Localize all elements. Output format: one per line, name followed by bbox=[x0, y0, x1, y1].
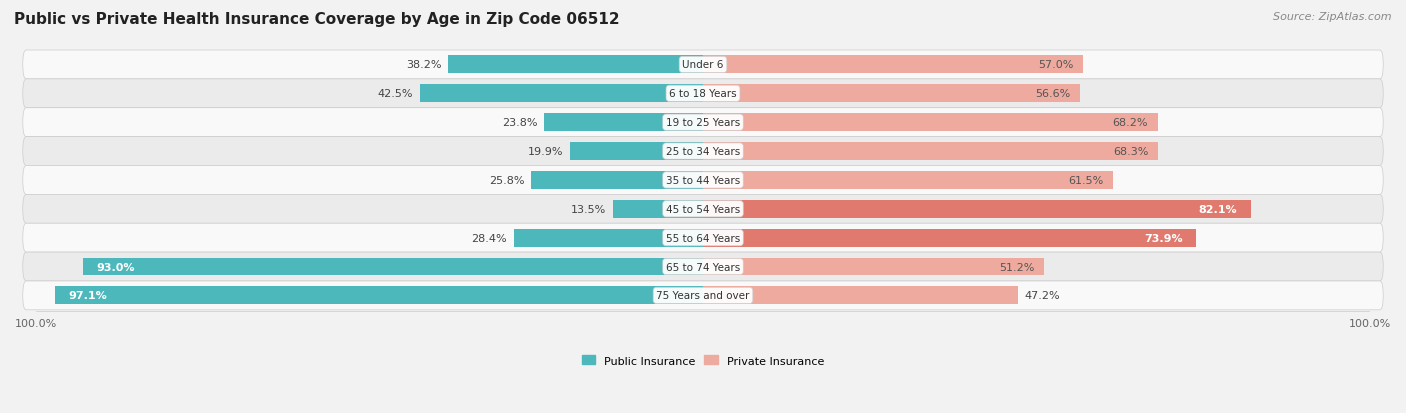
Text: 82.1%: 82.1% bbox=[1198, 204, 1237, 214]
Bar bbox=[703, 287, 1018, 305]
Bar bbox=[703, 171, 1114, 190]
Bar bbox=[83, 258, 703, 276]
Bar bbox=[531, 171, 703, 190]
Text: 57.0%: 57.0% bbox=[1038, 60, 1073, 70]
Bar bbox=[613, 200, 703, 218]
Text: 25 to 34 Years: 25 to 34 Years bbox=[666, 147, 740, 157]
Bar bbox=[703, 229, 1197, 247]
Text: 97.1%: 97.1% bbox=[69, 291, 107, 301]
FancyBboxPatch shape bbox=[22, 51, 1384, 80]
FancyBboxPatch shape bbox=[22, 80, 1384, 109]
Text: 61.5%: 61.5% bbox=[1069, 176, 1104, 185]
Text: 19 to 25 Years: 19 to 25 Years bbox=[666, 118, 740, 128]
Text: Under 6: Under 6 bbox=[682, 60, 724, 70]
Text: Public vs Private Health Insurance Coverage by Age in Zip Code 06512: Public vs Private Health Insurance Cover… bbox=[14, 12, 620, 27]
FancyBboxPatch shape bbox=[22, 252, 1384, 281]
FancyBboxPatch shape bbox=[22, 195, 1384, 224]
Text: 25.8%: 25.8% bbox=[489, 176, 524, 185]
Text: 19.9%: 19.9% bbox=[529, 147, 564, 157]
Text: 38.2%: 38.2% bbox=[406, 60, 441, 70]
Text: 75 Years and over: 75 Years and over bbox=[657, 291, 749, 301]
Bar bbox=[449, 56, 703, 74]
Text: 73.9%: 73.9% bbox=[1144, 233, 1182, 243]
Text: 68.3%: 68.3% bbox=[1114, 147, 1149, 157]
Bar bbox=[703, 56, 1083, 74]
Text: 35 to 44 Years: 35 to 44 Years bbox=[666, 176, 740, 185]
Legend: Public Insurance, Private Insurance: Public Insurance, Private Insurance bbox=[582, 355, 824, 366]
Bar bbox=[55, 287, 703, 305]
Text: 93.0%: 93.0% bbox=[96, 262, 135, 272]
FancyBboxPatch shape bbox=[22, 166, 1384, 195]
Text: 55 to 64 Years: 55 to 64 Years bbox=[666, 233, 740, 243]
Bar bbox=[703, 85, 1080, 103]
FancyBboxPatch shape bbox=[22, 109, 1384, 137]
Text: Source: ZipAtlas.com: Source: ZipAtlas.com bbox=[1274, 12, 1392, 22]
Text: 45 to 54 Years: 45 to 54 Years bbox=[666, 204, 740, 214]
Text: 23.8%: 23.8% bbox=[502, 118, 537, 128]
Text: 68.2%: 68.2% bbox=[1112, 118, 1147, 128]
Text: 42.5%: 42.5% bbox=[377, 89, 413, 99]
Text: 56.6%: 56.6% bbox=[1035, 89, 1070, 99]
Text: 13.5%: 13.5% bbox=[571, 204, 606, 214]
Text: 65 to 74 Years: 65 to 74 Years bbox=[666, 262, 740, 272]
Bar bbox=[703, 258, 1045, 276]
Bar bbox=[419, 85, 703, 103]
FancyBboxPatch shape bbox=[22, 137, 1384, 166]
Bar bbox=[703, 200, 1250, 218]
Text: 47.2%: 47.2% bbox=[1025, 291, 1060, 301]
FancyBboxPatch shape bbox=[22, 224, 1384, 252]
Text: 51.2%: 51.2% bbox=[1000, 262, 1035, 272]
Bar bbox=[703, 114, 1157, 132]
Text: 6 to 18 Years: 6 to 18 Years bbox=[669, 89, 737, 99]
Bar bbox=[571, 143, 703, 161]
Text: 28.4%: 28.4% bbox=[471, 233, 508, 243]
FancyBboxPatch shape bbox=[22, 281, 1384, 310]
Bar bbox=[703, 143, 1159, 161]
Bar bbox=[544, 114, 703, 132]
Bar bbox=[513, 229, 703, 247]
